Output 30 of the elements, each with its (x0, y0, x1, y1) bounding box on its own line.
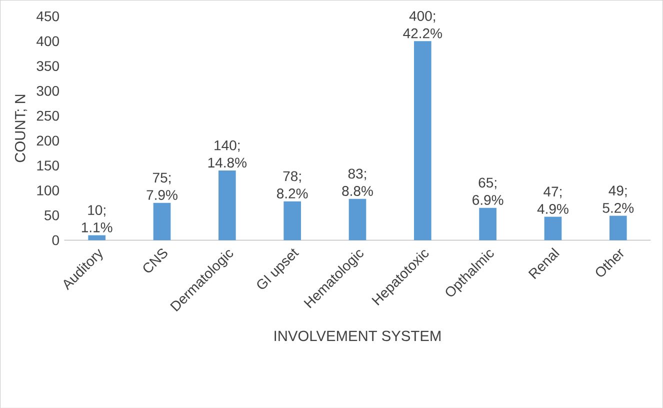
bar (414, 40, 432, 240)
bar (153, 202, 171, 240)
data-label: 78; 8.2% (276, 171, 308, 198)
data-label: 47; 4.9% (537, 186, 568, 214)
y-tick-label: 250 (36, 110, 59, 121)
y-tick-label: 300 (36, 86, 59, 96)
data-label: 75; 7.9% (146, 172, 178, 200)
bar (544, 216, 562, 240)
y-tick-label: 100 (37, 185, 59, 196)
y-tick-label: 400 (36, 36, 59, 46)
bar (348, 198, 366, 240)
data-label: 140; 14.8% (208, 140, 246, 168)
bar (609, 216, 627, 240)
y-tick-label: 50 (44, 210, 59, 220)
y-tick-label: 150 (37, 160, 59, 170)
y-tick-label: 200 (36, 136, 59, 146)
bar (218, 170, 236, 240)
data-label: 83; 8.8% (342, 168, 373, 196)
bar (284, 201, 301, 240)
y-tick-label: 450 (36, 11, 59, 22)
data-label: 65; 6.9% (472, 177, 504, 205)
y-tick-label: 0 (52, 235, 59, 245)
x-axis-title: INVOLVEMENT SYSTEM (274, 330, 440, 341)
bar (88, 235, 106, 240)
data-label: 49; 5.2% (602, 185, 634, 213)
y-axis-title: COUNT; N (14, 94, 28, 162)
data-label: 400; 42.2% (403, 10, 442, 38)
bar (479, 208, 496, 240)
data-label: 10; 1.1% (82, 204, 112, 232)
y-tick-label: 350 (36, 60, 59, 71)
